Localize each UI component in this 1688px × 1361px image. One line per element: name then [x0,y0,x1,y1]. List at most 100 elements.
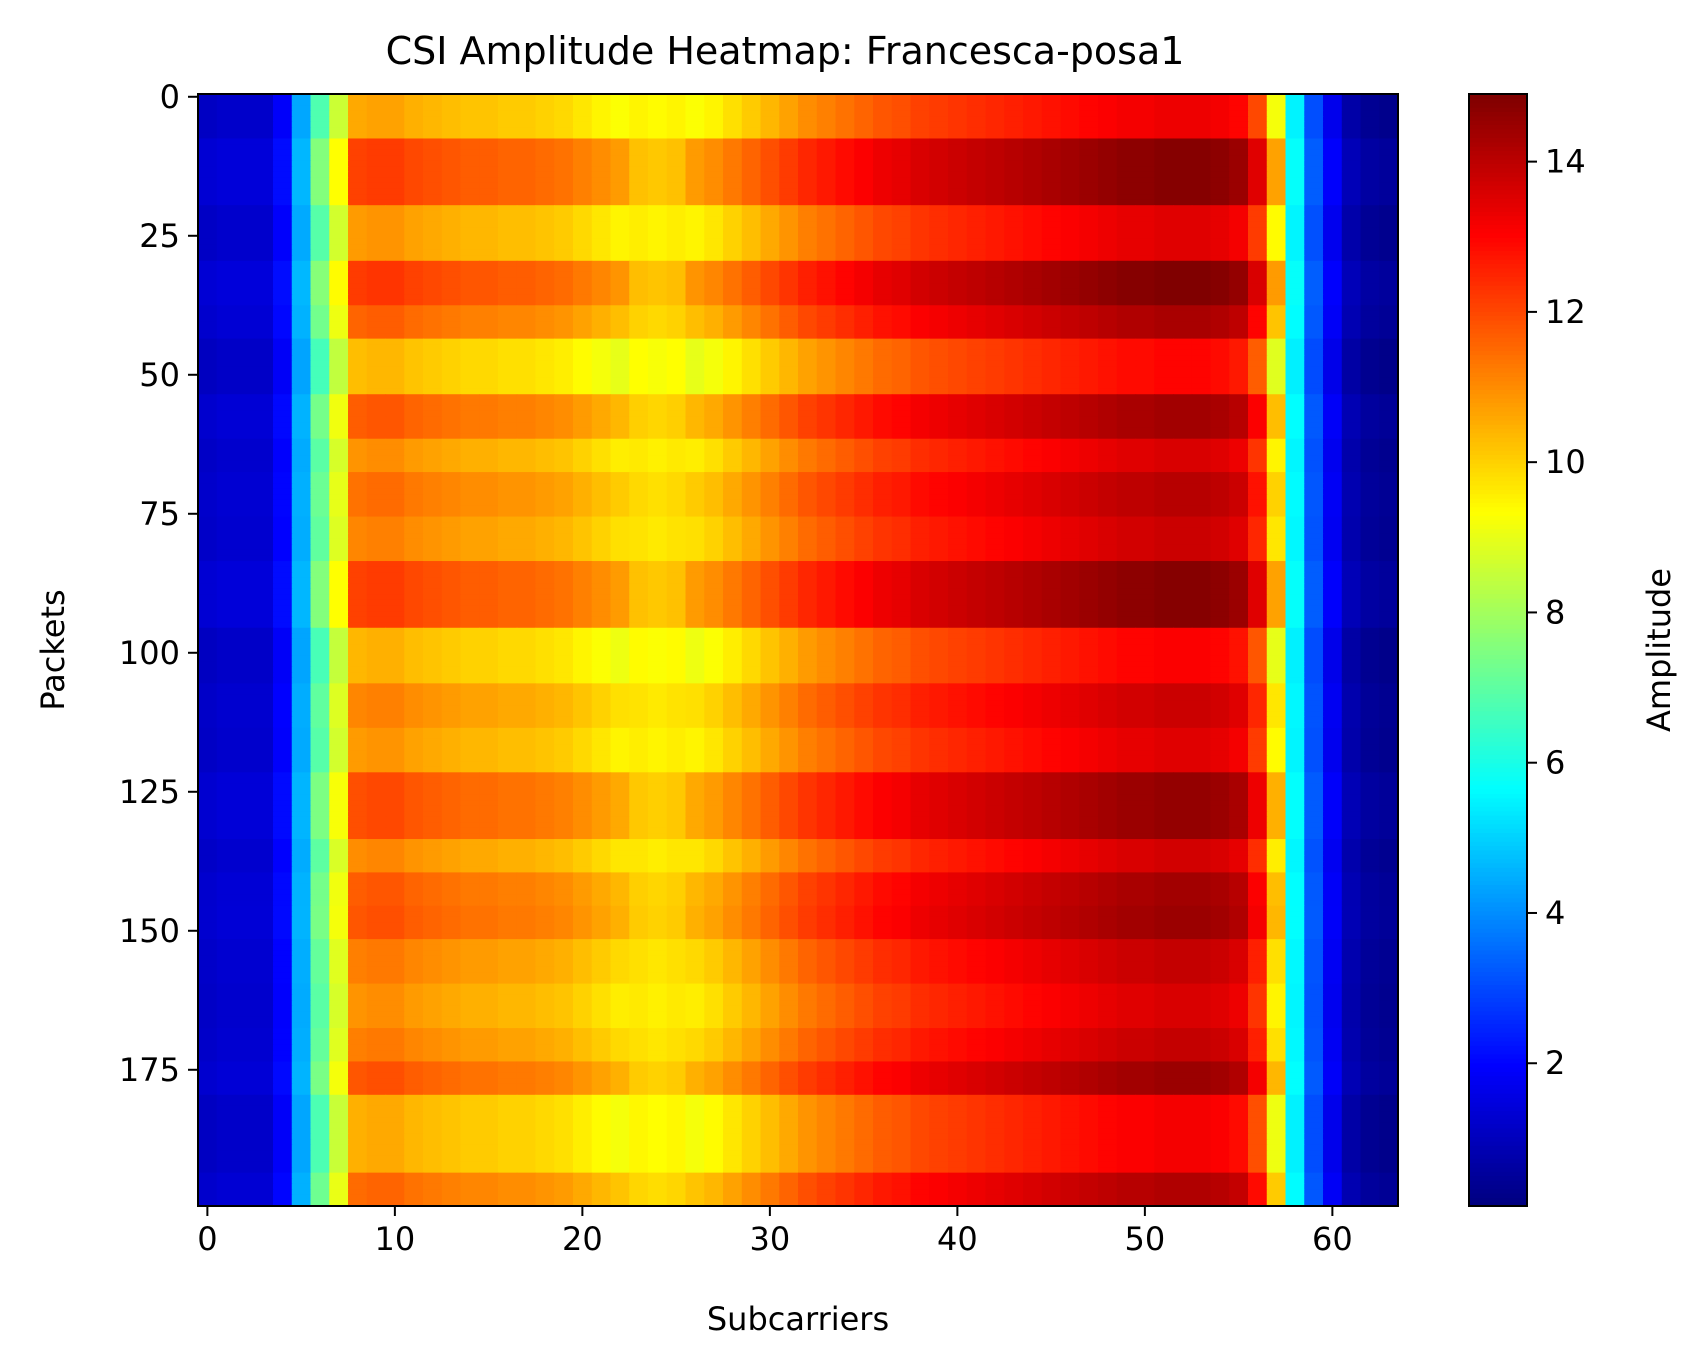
heatmap-cell [1004,483,1024,490]
heatmap-cell [648,249,668,256]
heatmap-cell [704,377,724,384]
heatmap-cell [1266,505,1287,512]
heatmap-cell [910,499,930,507]
heatmap-cell [760,427,780,434]
heatmap-cell [723,444,743,451]
heatmap-cell [741,233,762,240]
heatmap-cell [1341,505,1362,512]
heatmap-cell [629,249,649,256]
heatmap-cell [685,255,705,262]
heatmap-cell [1041,227,1062,234]
heatmap-cell [1210,449,1230,456]
heatmap-cell [1098,299,1118,306]
heatmap-cell [1341,110,1362,117]
heatmap-cell [1116,344,1137,351]
heatmap-cell [873,121,893,128]
heatmap-cell [704,394,724,401]
heatmap-cell [723,105,743,112]
heatmap-cell [1210,405,1230,412]
heatmap-cell [723,405,743,412]
heatmap-cell [1379,144,1399,151]
heatmap-cell [948,233,968,240]
heatmap-cell [235,249,255,256]
heatmap-cell [479,316,499,323]
heatmap-cell [254,449,274,456]
heatmap-cell [329,438,349,445]
heatmap-cell [854,144,874,151]
heatmap-cell [891,94,912,101]
heatmap-cell [1266,472,1287,479]
heatmap-cell [329,327,349,334]
heatmap-cell [385,466,405,473]
heatmap-cell [1248,522,1268,529]
heatmap-cell [873,94,893,101]
heatmap-cell [648,327,668,334]
heatmap-cell [1173,277,1193,284]
heatmap-cell [1116,266,1137,273]
heatmap-cell [1023,455,1043,462]
heatmap-cell [591,210,612,217]
heatmap-cell [704,360,724,368]
heatmap-cell [1304,316,1324,323]
heatmap-cell [1248,455,1268,462]
heatmap-cell [1323,466,1343,473]
heatmap-cell [329,238,349,245]
heatmap-cell [329,360,349,368]
heatmap-cell [704,116,724,123]
heatmap-cell [629,238,649,245]
heatmap-cell [891,116,912,123]
heatmap-cell [1004,299,1024,306]
heatmap-cell [273,260,293,267]
heatmap-cell [1360,283,1380,290]
heatmap-cell [891,444,912,451]
heatmap-cell [798,271,818,279]
heatmap-cell [685,344,705,351]
heatmap-cell [535,410,555,418]
heatmap-cell [1341,294,1362,301]
heatmap-cell [423,438,443,445]
heatmap-cell [1060,171,1080,178]
heatmap-cell [1191,377,1212,384]
heatmap-cell [948,160,968,167]
heatmap-cell [1079,316,1099,323]
heatmap-cell [723,288,743,295]
heatmap-cell [723,360,743,368]
heatmap-cell [516,455,537,462]
heatmap-cell [1210,494,1230,501]
heatmap-cell [460,144,480,151]
heatmap-cell [273,283,293,290]
heatmap-cell [1248,210,1268,217]
heatmap-cell [235,255,255,262]
heatmap-cell [929,394,949,401]
heatmap-cell [329,110,349,117]
heatmap-cell [554,260,574,267]
heatmap-cell [1379,266,1399,273]
heatmap-cell [1229,271,1249,279]
heatmap-cell [760,271,780,279]
heatmap-cell [854,199,874,206]
heatmap-cell [1116,299,1137,306]
heatmap-cell [1285,205,1305,212]
heatmap-cell [966,216,987,223]
heatmap-cell [891,194,912,201]
heatmap-cell [1079,516,1099,523]
heatmap-cell [1360,171,1380,178]
heatmap-cell [929,349,949,356]
heatmap-cell [1229,144,1249,151]
heatmap-cell [329,216,349,223]
heatmap-cell [1173,366,1193,373]
heatmap-cell [573,144,593,151]
heatmap-cell [891,416,912,423]
heatmap-cell [1248,294,1268,301]
heatmap-cell [216,283,237,290]
heatmap-cell [910,244,930,251]
heatmap-cell [1191,238,1212,245]
heatmap-cell [704,333,724,340]
heatmap-cell [1041,466,1062,473]
heatmap-cell [610,149,630,156]
heatmap-cell [610,233,630,240]
heatmap-cell [704,460,724,468]
heatmap-cell [498,294,518,301]
heatmap-cell [273,182,293,190]
